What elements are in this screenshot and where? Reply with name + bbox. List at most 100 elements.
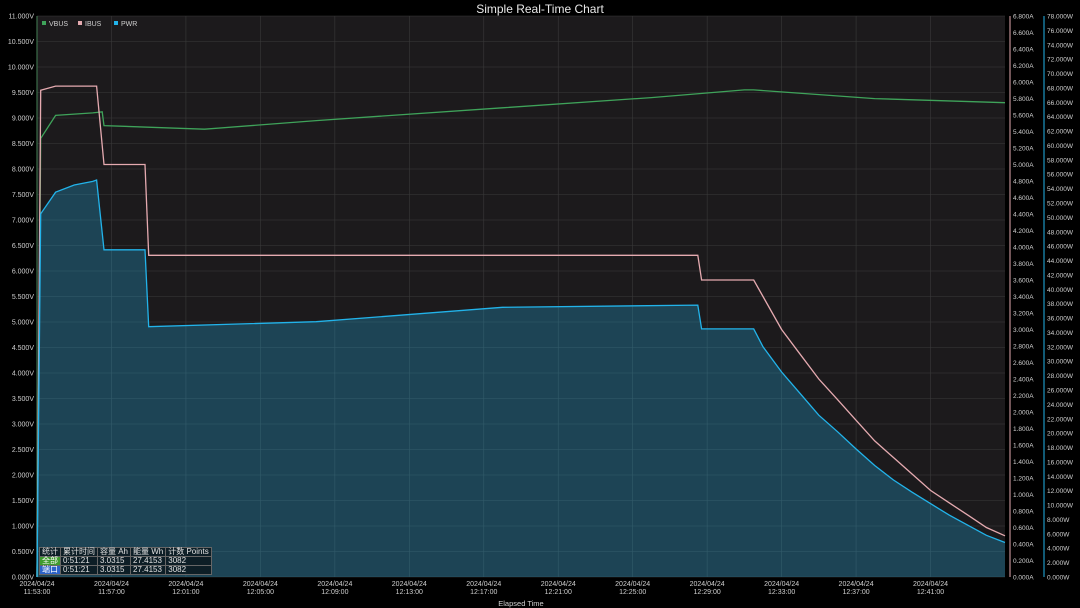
y-tick-label-right-w: 78.000W <box>1047 14 1074 21</box>
y-tick-label-right-a: 5.200A <box>1013 146 1034 153</box>
y-tick-label-right-a: 6.600A <box>1013 30 1034 37</box>
x-tick-label: 12:01:00 <box>172 589 199 596</box>
x-tick-label: 12:13:00 <box>396 589 423 596</box>
y-tick-label-right-a: 3.600A <box>1013 278 1034 285</box>
y-tick-label-right-w: 36.000W <box>1047 316 1074 323</box>
y-tick-label-left: 2.500V <box>12 447 35 454</box>
y-tick-label-right-w: 14.000W <box>1047 474 1074 481</box>
y-tick-label-right-w: 2.000W <box>1047 560 1070 567</box>
y-tick-label-right-w: 76.000W <box>1047 28 1074 35</box>
y-tick-label-left: 10.500V <box>8 39 34 46</box>
y-tick-label-right-w: 48.000W <box>1047 229 1074 236</box>
stats-row-port: 端口 0:51:21 3.0315 27.4153 3082 <box>39 565 212 575</box>
x-tick-label: 12:09:00 <box>321 589 348 596</box>
y-tick-label-right-w: 50.000W <box>1047 215 1074 222</box>
y-tick-label-right-a: 2.200A <box>1013 393 1034 400</box>
stats-cell-time: 0:51:21 <box>60 565 98 575</box>
x-tick-label: 11:53:00 <box>24 589 51 596</box>
stats-row-label: 端口 <box>39 565 61 575</box>
y-tick-label-right-a: 4.400A <box>1013 212 1034 219</box>
y-tick-label-left: 0.500V <box>12 549 35 556</box>
y-tick-label-left: 8.000V <box>12 167 35 174</box>
y-tick-label-left: 7.000V <box>12 218 35 225</box>
y-tick-label-right-a: 4.000A <box>1013 245 1034 252</box>
y-tick-label-right-w: 22.000W <box>1047 416 1074 423</box>
x-tick-label: 2024/04/24 <box>541 581 576 588</box>
y-tick-label-right-a: 1.600A <box>1013 443 1034 450</box>
y-tick-label-right-a: 6.000A <box>1013 80 1034 87</box>
y-tick-label-right-w: 40.000W <box>1047 287 1074 294</box>
y-tick-label-right-a: 4.600A <box>1013 195 1034 202</box>
x-tick-label: 12:37:00 <box>842 589 869 596</box>
y-tick-label-right-w: 54.000W <box>1047 186 1074 193</box>
y-tick-label-right-w: 20.000W <box>1047 431 1074 438</box>
y-tick-label-left: 4.500V <box>12 345 35 352</box>
x-tick-label: 2024/04/24 <box>839 581 874 588</box>
stats-row-all: 全部 0:51:21 3.0315 27.4153 3082 <box>39 556 212 566</box>
stats-table: 统计 累计时间 容量 Ah 能量 Wh 计数 Points 全部 0:51:21… <box>39 547 212 575</box>
x-tick-label: 2024/04/24 <box>19 581 54 588</box>
y-tick-label-left: 8.500V <box>12 141 35 148</box>
y-tick-label-right-w: 60.000W <box>1047 143 1074 150</box>
series-line-pwr <box>36 179 1006 578</box>
y-tick-label-left: 3.500V <box>12 396 35 403</box>
y-tick-label-right-a: 2.000A <box>1013 410 1034 417</box>
y-tick-label-right-w: 64.000W <box>1047 114 1074 121</box>
y-tick-label-right-a: 5.000A <box>1013 162 1034 169</box>
y-tick-label-right-a: 1.400A <box>1013 459 1034 466</box>
legend-swatch-pwr <box>114 21 118 25</box>
x-tick-label: 2024/04/24 <box>615 581 650 588</box>
x-tick-label: 12:29:00 <box>694 589 721 596</box>
y-tick-label-right-a: 2.600A <box>1013 360 1034 367</box>
x-axis-label: Elapsed Time <box>498 599 543 608</box>
y-tick-label-left: 9.000V <box>12 116 35 123</box>
y-tick-label-right-a: 0.000A <box>1013 575 1034 582</box>
y-tick-label-right-a: 2.400A <box>1013 377 1034 384</box>
series-line-ibus <box>36 85 1006 578</box>
y-tick-label-right-a: 4.800A <box>1013 179 1034 186</box>
x-tick-label: 2024/04/24 <box>168 581 203 588</box>
legend-label: IBUS <box>85 21 102 28</box>
y-tick-label-left: 6.000V <box>12 269 35 276</box>
y-tick-label-left: 2.000V <box>12 473 35 480</box>
y-tick-label-right-w: 28.000W <box>1047 373 1074 380</box>
y-tick-label-right-w: 46.000W <box>1047 244 1074 251</box>
x-tick-label: 12:17:00 <box>470 589 497 596</box>
x-tick-label: 2024/04/24 <box>913 581 948 588</box>
y-tick-label-right-w: 44.000W <box>1047 258 1074 265</box>
y-tick-label-left: 1.000V <box>12 524 35 531</box>
y-tick-label-right-w: 6.000W <box>1047 531 1070 538</box>
y-tick-label-right-w: 10.000W <box>1047 503 1074 510</box>
y-tick-label-right-w: 34.000W <box>1047 330 1074 337</box>
legend-swatch-ibus <box>78 21 82 25</box>
y-tick-label-right-w: 24.000W <box>1047 402 1074 409</box>
y-tick-label-right-w: 0.000W <box>1047 575 1070 582</box>
y-tick-label-right-a: 5.600A <box>1013 113 1034 120</box>
y-tick-label-right-w: 30.000W <box>1047 359 1074 366</box>
stats-cell-points: 3082 <box>165 565 212 575</box>
y-tick-label-right-w: 38.000W <box>1047 301 1074 308</box>
y-tick-label-right-a: 3.400A <box>1013 294 1034 301</box>
stats-cell-wh: 27.4153 <box>130 565 167 575</box>
y-tick-label-left: 5.000V <box>12 320 35 327</box>
y-tick-label-left: 11.000V <box>8 14 34 21</box>
y-tick-label-right-a: 1.200A <box>1013 476 1034 483</box>
y-tick-label-right-w: 18.000W <box>1047 445 1074 452</box>
x-tick-label: 12:21:00 <box>545 589 572 596</box>
y-tick-label-right-w: 74.000W <box>1047 42 1074 49</box>
y-tick-label-left: 9.500V <box>12 90 35 97</box>
legend-swatch-vbus <box>42 21 46 25</box>
x-tick-label: 2024/04/24 <box>764 581 799 588</box>
legend-label: PWR <box>121 21 137 28</box>
y-tick-label-right-a: 6.800A <box>1013 14 1034 21</box>
y-tick-label-right-a: 0.800A <box>1013 509 1034 516</box>
y-tick-label-right-w: 70.000W <box>1047 71 1074 78</box>
y-tick-label-right-w: 16.000W <box>1047 459 1074 466</box>
x-tick-label: 2024/04/24 <box>243 581 278 588</box>
y-tick-label-left: 3.000V <box>12 422 35 429</box>
stats-cell-ah: 3.0315 <box>96 565 132 575</box>
y-tick-label-right-w: 66.000W <box>1047 100 1074 107</box>
y-tick-label-right-w: 58.000W <box>1047 157 1074 164</box>
